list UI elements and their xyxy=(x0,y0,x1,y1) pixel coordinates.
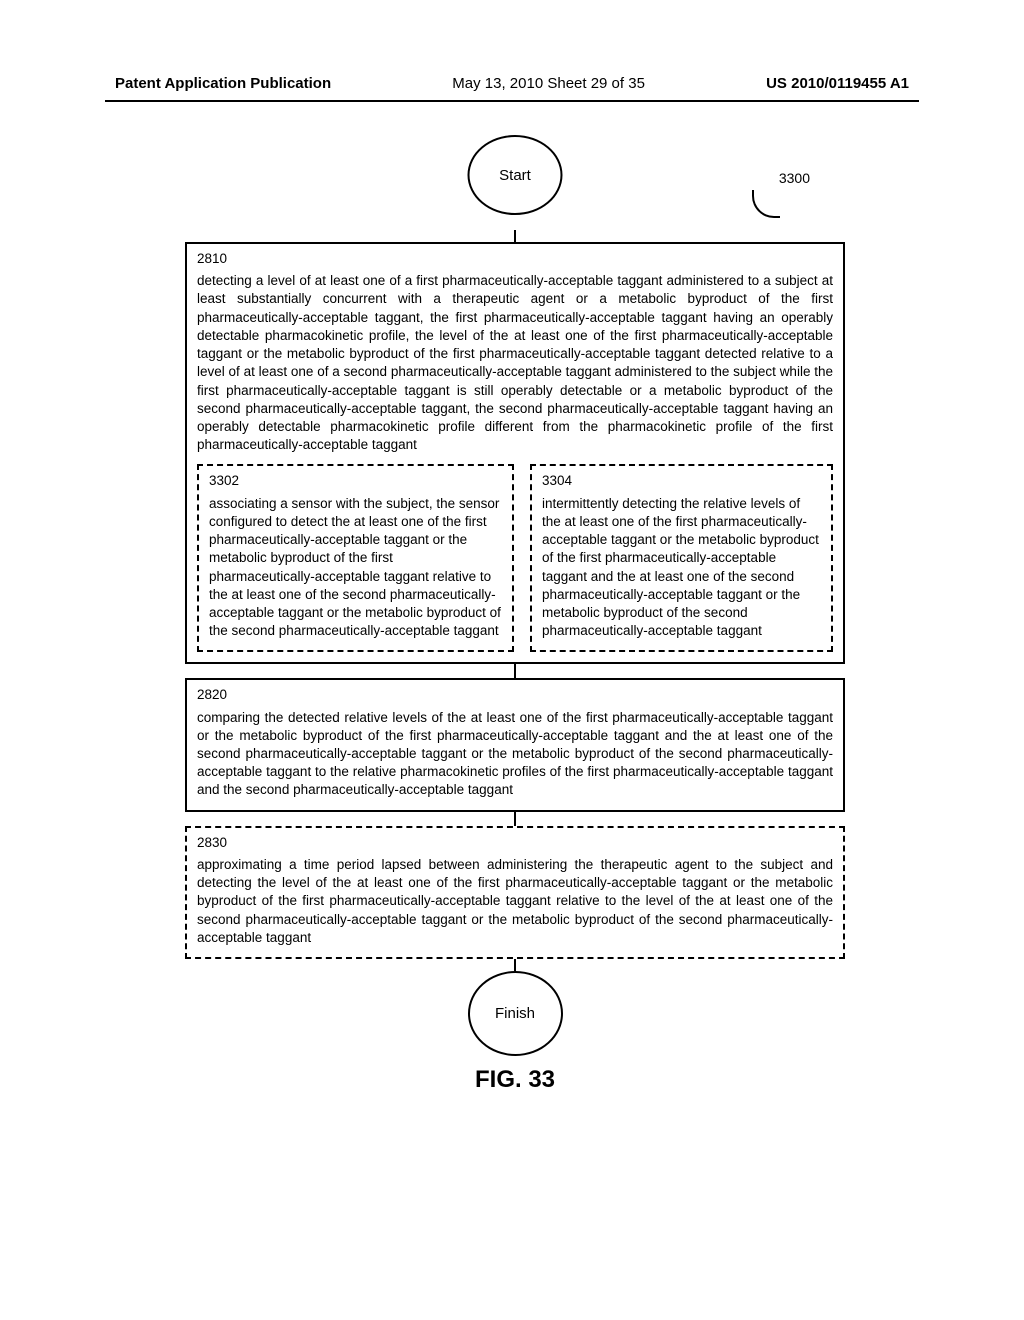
step-number: 2810 xyxy=(197,250,833,268)
patent-header: Patent Application Publication May 13, 2… xyxy=(115,75,909,92)
start-row: Start 3300 xyxy=(185,135,845,230)
step-text: comparing the detected relative levels o… xyxy=(197,709,833,800)
header-center: May 13, 2010 Sheet 29 of 35 xyxy=(452,75,645,92)
step-text: approximating a time period lapsed betwe… xyxy=(197,856,833,947)
sub-steps-row: 3302 associating a sensor with the subje… xyxy=(197,464,833,652)
flowchart: Start 3300 2810 detecting a level of at … xyxy=(185,135,845,1094)
connector xyxy=(514,664,516,678)
step-text: detecting a level of at least one of a f… xyxy=(197,272,833,454)
substep-number: 3302 xyxy=(209,472,502,490)
finish-label: Finish xyxy=(495,1005,535,1022)
step-number: 2830 xyxy=(197,834,833,852)
figure-ref-number: 3300 xyxy=(779,170,810,186)
step-2820: 2820 comparing the detected relative lev… xyxy=(185,678,845,811)
substep-3302: 3302 associating a sensor with the subje… xyxy=(197,464,514,652)
substep-number: 3304 xyxy=(542,472,821,490)
step-2830: 2830 approximating a time period lapsed … xyxy=(185,826,845,959)
ref-curve-icon xyxy=(752,190,780,218)
substep-text: intermittently detecting the relative le… xyxy=(542,495,821,641)
connector xyxy=(514,230,516,242)
header-left: Patent Application Publication xyxy=(115,75,331,92)
substep-3304: 3304 intermittently detecting the relati… xyxy=(530,464,833,652)
finish-node: Finish xyxy=(468,971,563,1056)
substep-text: associating a sensor with the subject, t… xyxy=(209,495,502,641)
header-rule xyxy=(105,100,919,102)
header-right: US 2010/0119455 A1 xyxy=(766,75,909,92)
connector xyxy=(514,959,516,971)
figure-label: FIG. 33 xyxy=(185,1066,845,1094)
step-2810: 2810 detecting a level of at least one o… xyxy=(185,242,845,664)
connector xyxy=(514,812,516,826)
start-node: Start xyxy=(468,135,563,215)
step-number: 2820 xyxy=(197,686,833,704)
start-label: Start xyxy=(499,167,531,184)
